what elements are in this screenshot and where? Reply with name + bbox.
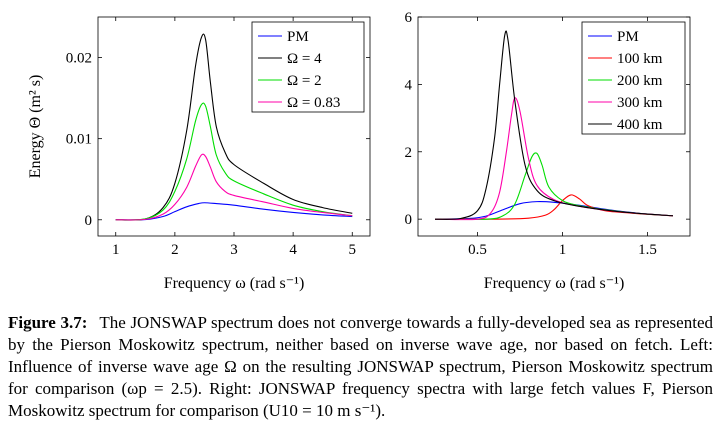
- left-legend-label-3: Ω = 0.83: [287, 95, 340, 111]
- chart-left: 1 2 3 4 5 0 0.01 0.02 Frequency ω (rad s⁻¹) Energ…: [27, 16, 371, 292]
- right-ytick-label: 0: [405, 212, 413, 228]
- left-legend-box: [251, 21, 365, 113]
- left-ytick-label: 0.01: [66, 132, 92, 148]
- left-ytick-label: 0: [85, 213, 93, 229]
- left-legend-label-1: Ω = 4: [287, 51, 322, 67]
- figure: 1 2 3 4 5 0 0.01 0.02 Frequency ω (rad s⁻¹) Energ…: [27, 10, 691, 292]
- right-legend-label-4: 400 km: [617, 117, 663, 133]
- left-yaxis-label: Energy Θ (m² s): [27, 75, 44, 179]
- left-xtick-label: 2: [171, 242, 179, 258]
- right-legend-label-2: 200 km: [617, 73, 663, 89]
- right-legend-box: [581, 21, 686, 135]
- left-xtick-label: 5: [349, 242, 357, 258]
- left-series-line-3: [115, 153, 353, 221]
- right-ytick-label: 2: [405, 145, 413, 161]
- left-legend-label-0: PM: [287, 29, 309, 45]
- caption-text: The JONSWAP spectrum does not converge t…: [8, 313, 713, 420]
- left-series-line-2: [115, 102, 353, 221]
- right-ytick-label: 6: [405, 10, 413, 26]
- figure-caption: Figure 3.7: The JONSWAP spectrum does not…: [8, 312, 713, 422]
- right-plot-frame: [417, 16, 691, 237]
- left-xtick-label: 1: [112, 242, 120, 258]
- left-series-line-1: [115, 33, 353, 221]
- right-xtick-label: 1: [559, 242, 567, 258]
- right-xtick-label: 0.5: [468, 242, 487, 258]
- chart-right: 0.5 1 1.5 0 2 4 6 Frequency ω (rad s⁻¹) PM 100 km…: [405, 10, 691, 292]
- left-ytick-label: 0.02: [66, 51, 92, 67]
- right-series-line-4: [434, 30, 674, 220]
- right-ytick-label: 4: [405, 77, 413, 93]
- left-xaxis-label: Frequency ω (rad s⁻¹): [164, 275, 305, 292]
- left-legend-label-2: Ω = 2: [287, 73, 322, 89]
- right-xaxis-label: Frequency ω (rad s⁻¹): [484, 275, 625, 292]
- left-xtick-label: 3: [230, 242, 238, 258]
- right-legend-label-1: 100 km: [617, 51, 663, 67]
- left-series-line-0: [115, 202, 353, 221]
- caption-label: Figure 3.7:: [8, 313, 88, 332]
- right-legend-label-3: 300 km: [617, 95, 663, 111]
- right-legend-label-0: PM: [617, 29, 639, 45]
- right-xtick-label: 1.5: [638, 242, 657, 258]
- left-xtick-label: 4: [289, 242, 297, 258]
